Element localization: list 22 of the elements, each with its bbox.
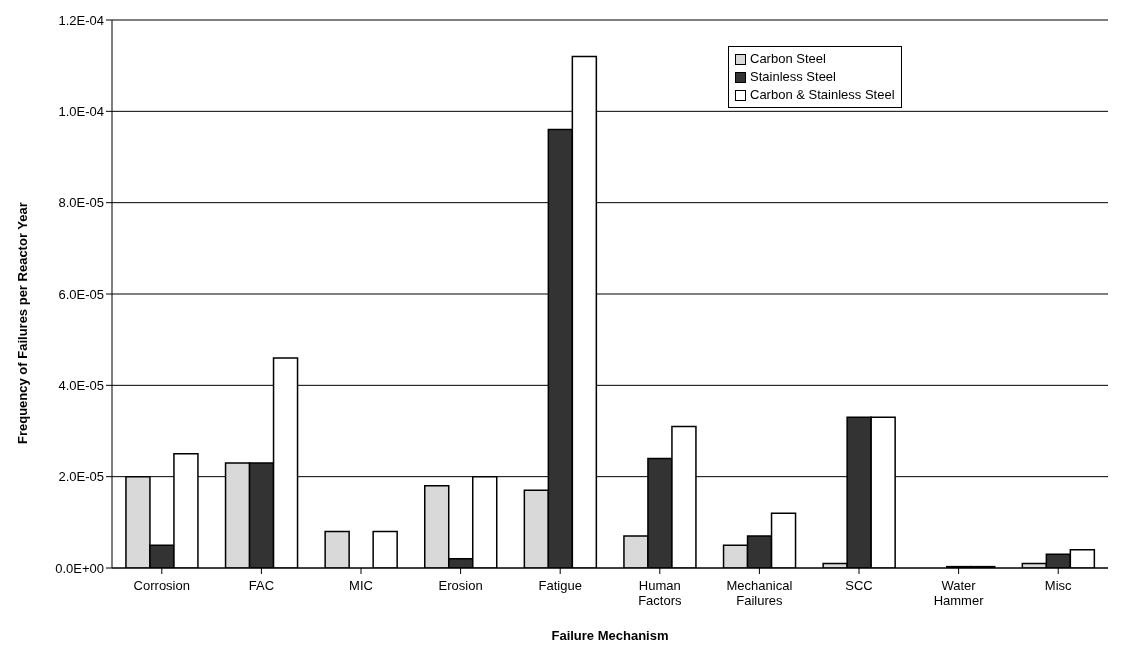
x-tick-label: SCC (845, 578, 873, 593)
y-tick-label: 8.0E-05 (58, 195, 104, 211)
y-tick-label: 2.0E-05 (58, 469, 104, 485)
x-tick-label: FAC (248, 578, 275, 593)
x-tick-label: Water Hammer (933, 578, 985, 608)
y-tick-label: 6.0E-05 (58, 286, 104, 302)
x-tick-label: Corrosion (133, 578, 190, 593)
x-axis-title: Failure Mechanism (551, 628, 669, 643)
y-axis-title: Frequency of Failures per Reactor Year (14, 202, 30, 444)
x-tick-label: Mechanical Failures (726, 578, 793, 608)
y-tick-label: 4.0E-05 (58, 377, 104, 393)
x-tick-label: Misc (1044, 578, 1073, 593)
legend-label: Carbon & Stainless Steel (750, 86, 895, 104)
y-tick-label: 1.2E-04 (58, 12, 104, 28)
x-tick-label: MIC (349, 578, 373, 593)
legend-label: Stainless Steel (750, 68, 836, 86)
legend-label: Carbon Steel (750, 50, 826, 68)
x-tick-label: Erosion (438, 578, 483, 593)
x-tick-label: Human Factors (638, 578, 682, 608)
x-tick-label: Fatigue (538, 578, 582, 593)
y-tick-label: 1.0E-04 (58, 103, 104, 119)
y-tick-label: 0.0E+00 (55, 560, 104, 576)
